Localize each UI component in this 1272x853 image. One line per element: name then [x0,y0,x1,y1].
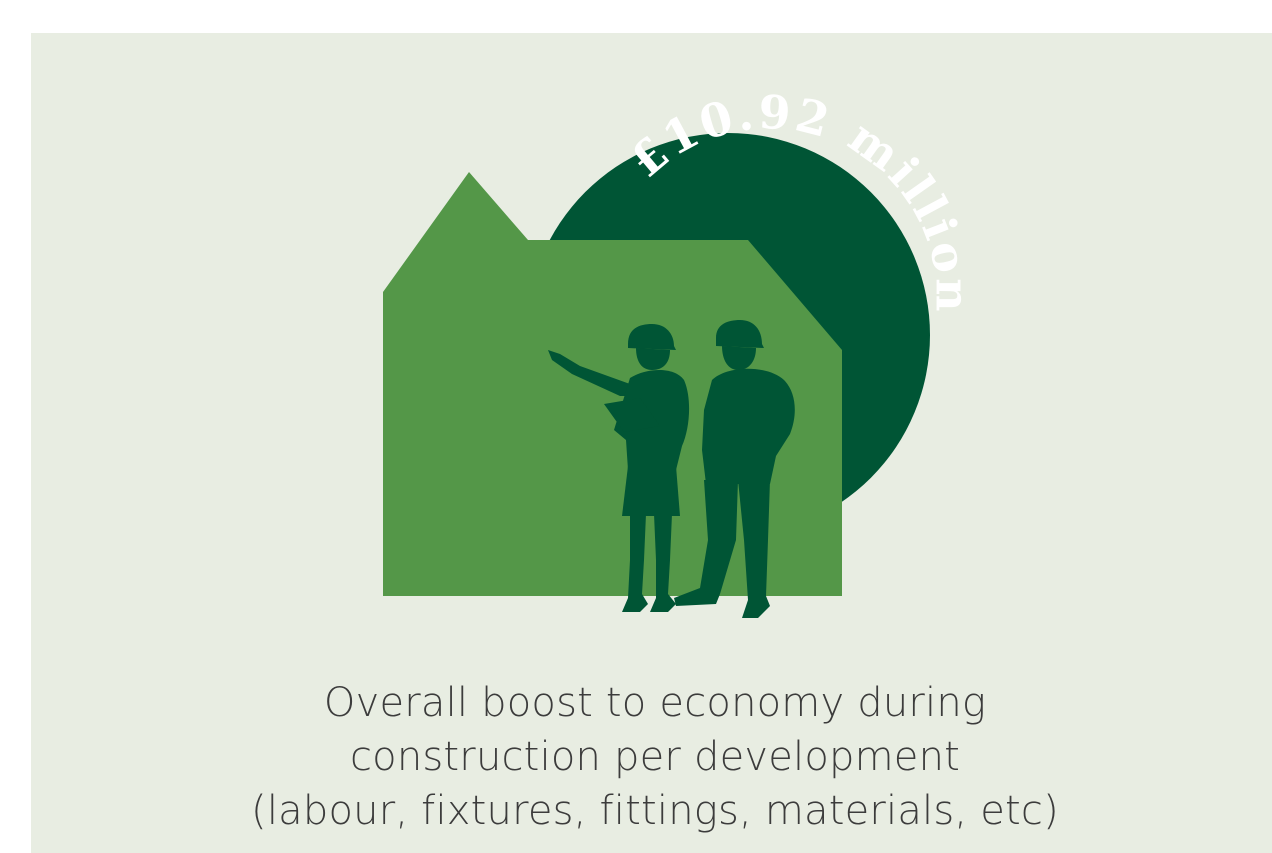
caption-line: Overall boost to economy during [323,680,987,726]
caption-line: construction per development [349,734,961,780]
caption-line: (labour, fixtures, fittings, materials, … [251,788,1059,834]
caption: Overall boost to economy during construc… [150,676,1160,838]
construction-workers-silhouette-icon [548,320,795,618]
